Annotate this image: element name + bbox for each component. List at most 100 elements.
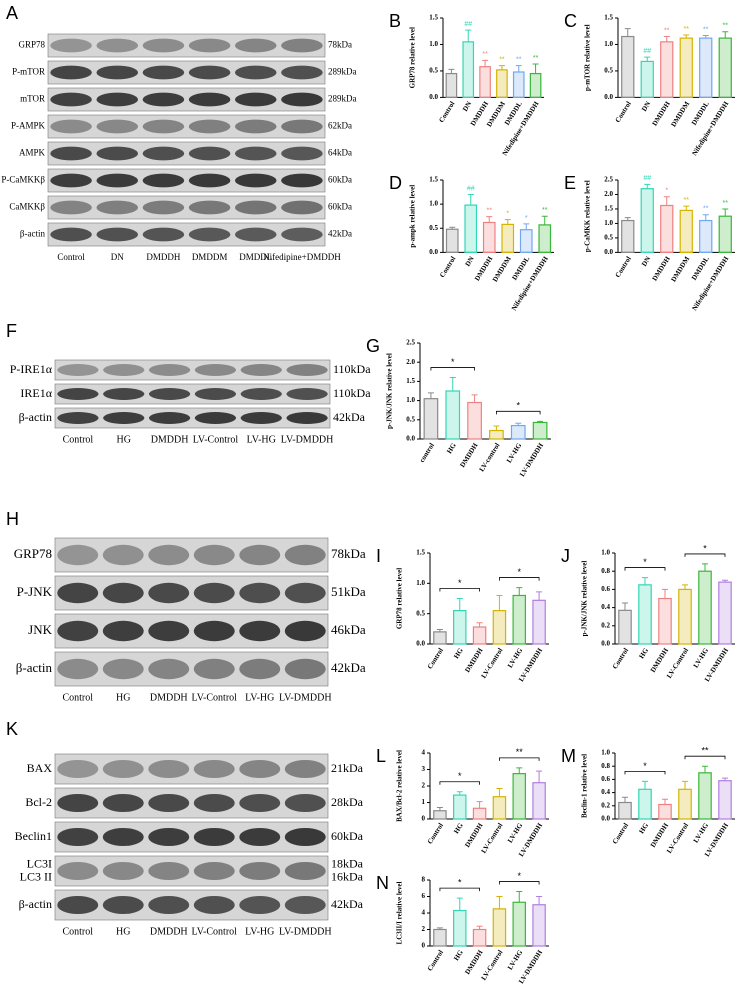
blot-band [188, 119, 231, 134]
blot-band [57, 364, 99, 376]
blot-lane-label: LV-Control [193, 434, 239, 445]
y-tick-label: 0.0 [604, 93, 613, 101]
x-tick-label: Control [438, 255, 457, 279]
blot-band [281, 119, 323, 134]
blot-size-label: 60kDa [331, 829, 364, 843]
blot-band [50, 200, 92, 215]
y-tick-label: 1.5 [429, 176, 438, 184]
x-tick-label: DMDDH [651, 255, 673, 283]
bar [472, 928, 487, 947]
y-tick-label: 0.0 [429, 93, 438, 101]
error-bar [448, 68, 455, 74]
bar [496, 69, 508, 98]
panel-letter: M [561, 746, 576, 766]
y-axis-label: LC3II/I relative level [396, 882, 404, 945]
blot-strip [54, 855, 329, 887]
x-tick-label: Control [437, 100, 456, 124]
blot-band [57, 658, 99, 680]
blot-band [284, 828, 326, 846]
blot-size-label: 78kDa [328, 40, 352, 50]
blot-band [239, 544, 281, 566]
y-tick-label: 2 [422, 925, 426, 933]
blot-band [193, 862, 235, 880]
blot-size-label: 51kDa [331, 584, 366, 599]
blot-size-label: 64kDa [328, 148, 352, 158]
significance-label: ** [482, 51, 488, 58]
bar [453, 610, 467, 645]
blot-lane-label: DMDDH [150, 926, 188, 937]
blot-band [102, 544, 144, 566]
blot-band [142, 173, 185, 188]
blot-band [102, 862, 144, 880]
blot-row-label: GRP78 [18, 40, 45, 50]
blot-band [234, 65, 277, 80]
blot-band [239, 658, 281, 680]
x-tick-label: LV-HG [505, 441, 524, 464]
blot-row-label: LC3 II [20, 869, 52, 883]
y-axis-label: p-JNK/JNK relative level [581, 561, 589, 637]
x-tick-label: DMDDH [651, 100, 673, 128]
y-tick-label: 1.0 [601, 549, 610, 557]
blot-band [102, 828, 144, 846]
blot-band [102, 760, 144, 778]
error-bar [722, 777, 728, 781]
y-tick-label: 0.2 [601, 801, 610, 809]
blot-row-label: mTOR [20, 94, 45, 104]
bar [618, 801, 632, 820]
blot-row-label: GRP78 [14, 546, 52, 561]
significance-label: ** [684, 197, 690, 204]
blot-band [234, 38, 277, 53]
blot-band [142, 65, 185, 80]
bar [512, 773, 526, 820]
blot-band [57, 582, 99, 604]
blot-band [284, 582, 326, 604]
x-tick-label: DMDDM [669, 255, 691, 284]
x-tick-label: DMDDH [463, 646, 485, 674]
blot-band [240, 364, 282, 376]
error-bar [515, 65, 522, 72]
blot-strip [54, 651, 329, 687]
blot-strip [54, 537, 329, 573]
y-tick-label: 1.5 [429, 14, 438, 22]
y-tick-label: 1.0 [604, 219, 613, 227]
blot-band [96, 146, 139, 161]
error-bar [662, 588, 668, 599]
blot-band [50, 146, 92, 161]
blot-band [234, 146, 277, 161]
y-tick-label: 0.0 [601, 815, 610, 823]
bracket [499, 757, 540, 761]
blot-row-label: P-AMPK [11, 121, 46, 131]
bar [467, 401, 482, 440]
blot-band [57, 896, 99, 914]
bar [433, 631, 447, 645]
blot-size-label: 42kDa [331, 897, 364, 911]
blot-row-label: CaMKKβ [9, 202, 45, 212]
significance-label: ** [723, 200, 729, 207]
bracket-label: * [643, 557, 647, 567]
y-tick-label: 1.0 [604, 40, 613, 48]
y-tick-label: 0.5 [416, 609, 425, 617]
error-bar [683, 34, 690, 39]
blot-band [239, 828, 281, 846]
bracket [439, 887, 480, 892]
blot-band [193, 828, 235, 846]
error-bar [465, 29, 472, 42]
error-bar [541, 215, 548, 225]
blot-band [188, 200, 231, 215]
blot-band [103, 412, 145, 424]
x-tick-label: LV-HG [506, 948, 525, 971]
bracket [496, 410, 541, 415]
x-tick-label: LV-HG [692, 821, 711, 844]
blot-band [142, 146, 185, 161]
y-tick-label: 0 [422, 942, 426, 950]
significance-label: * [665, 188, 668, 195]
error-bar [702, 563, 708, 572]
error-bar [516, 587, 523, 596]
bracket-label: * [517, 567, 521, 577]
blot-band [281, 173, 323, 188]
significance-label: ** [703, 26, 709, 33]
significance-label: ## [643, 175, 651, 182]
y-tick-label: 8 [422, 876, 426, 884]
blot-lane-label: LV-HG [245, 692, 274, 703]
error-bar [624, 28, 631, 37]
